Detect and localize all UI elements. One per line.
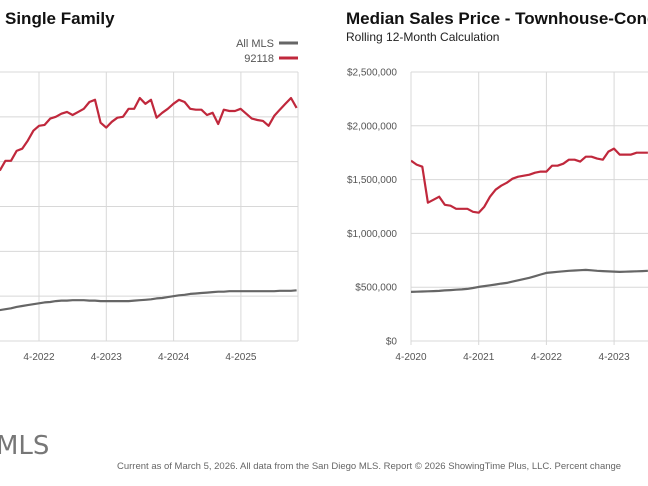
right-chart: Median Sales Price - Townhouse-Cond Roll… <box>346 9 648 363</box>
legend-label-all-mls: All MLS <box>236 38 274 50</box>
x-tick-label: 4-2021 <box>463 352 495 363</box>
series-line-92118 <box>0 96 298 172</box>
y-tick-label: $2,500,000 <box>347 68 397 79</box>
y-tick-label: $500,000 <box>355 283 397 294</box>
x-tick-label: 4-2023 <box>91 352 123 363</box>
x-tick-label: 4-2020 <box>395 352 427 363</box>
x-tick-label: 4-2024 <box>158 352 190 363</box>
series-line-all-mls <box>411 268 648 293</box>
legend-label-92118: 92118 <box>244 53 274 65</box>
y-tick-label: $1,500,000 <box>347 175 397 186</box>
x-tick-label: 4-2022 <box>23 352 55 363</box>
right-grid <box>410 71 648 345</box>
left-legend: All MLS 92118 <box>236 38 298 65</box>
right-chart-subtitle: Rolling 12-Month Calculation <box>346 30 499 44</box>
series-line-all-mls <box>0 289 297 312</box>
mls-logo: MLS <box>0 431 49 461</box>
left-grid <box>0 71 299 342</box>
left-chart: Single Family All MLS 92118 4-2022 4-2023… <box>0 9 299 363</box>
y-tick-label: $1,000,000 <box>347 229 397 240</box>
series-line-92118 <box>411 147 648 214</box>
y-tick-label: $0 <box>386 337 398 348</box>
x-tick-label: 4-2025 <box>225 352 257 363</box>
x-tick-label: 4-2023 <box>599 352 631 363</box>
y-tick-label: $2,000,000 <box>347 121 397 132</box>
right-chart-title: Median Sales Price - Townhouse-Cond <box>346 9 648 28</box>
footer-note: Current as of March 5, 2026. All data fr… <box>117 461 621 472</box>
left-chart-title: Single Family <box>5 9 115 28</box>
x-tick-label: 4-2022 <box>531 352 563 363</box>
